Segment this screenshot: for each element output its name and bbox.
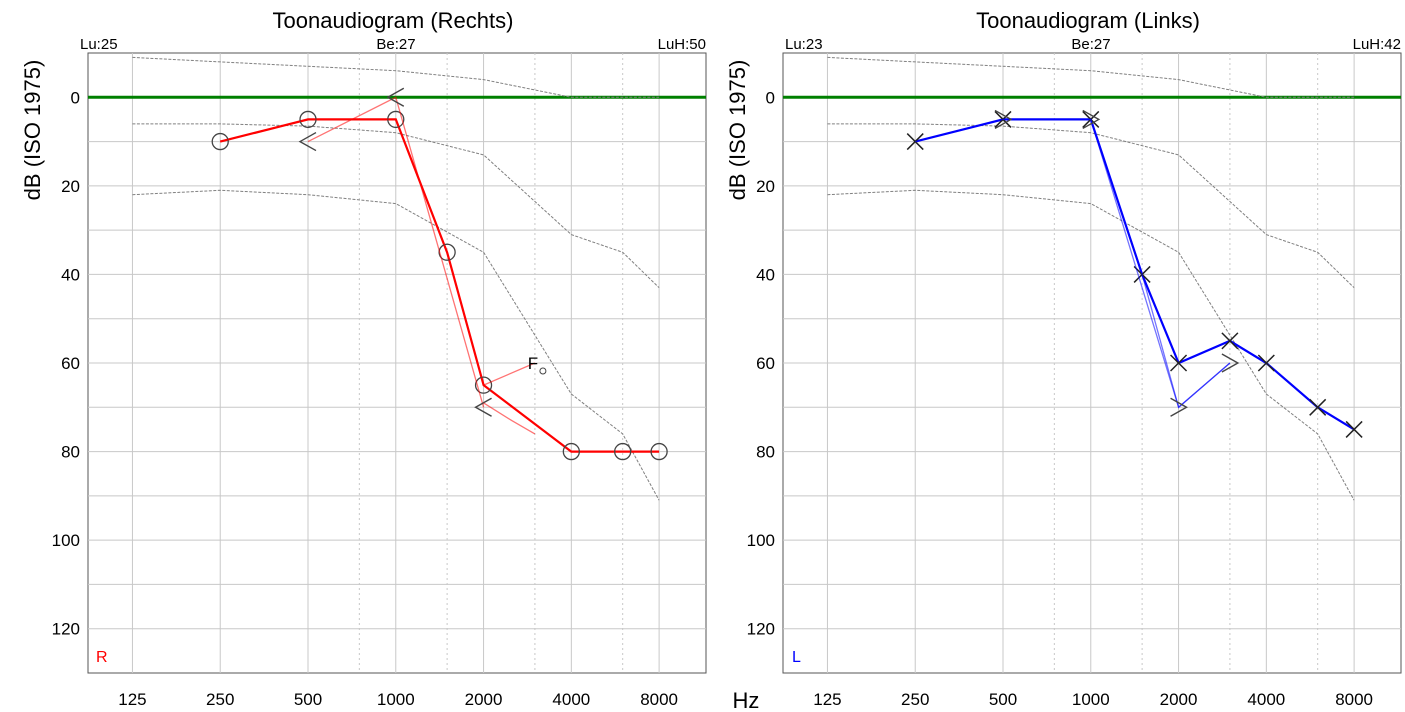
ear-label: L <box>792 649 801 666</box>
audiogram-right-panel: Toonaudiogram (Rechts) Lu:25 Be:27 LuH:5… <box>20 8 707 709</box>
data-point-circle <box>474 376 493 394</box>
corner-right-label: LuH:42 <box>1353 36 1401 53</box>
y-tick-label: 100 <box>747 531 775 550</box>
y-tick-label: 60 <box>61 354 80 373</box>
y-tick-label: 120 <box>52 620 80 639</box>
data-point-bone-bracket <box>298 131 317 152</box>
reference-lines <box>783 56 1401 501</box>
x-axis-unit-label: Hz <box>733 688 760 712</box>
data-point-cross <box>1345 420 1363 438</box>
data-point-circle <box>562 442 580 461</box>
y-tick-label: 0 <box>766 88 775 107</box>
data-point-bone-bracket <box>1221 353 1240 373</box>
series-line <box>220 118 485 386</box>
y-tick-label: 20 <box>756 177 775 196</box>
x-tick-label: 500 <box>989 690 1017 709</box>
x-tick-label: 250 <box>901 690 929 709</box>
ear-label: R <box>96 649 108 666</box>
data-point-bone-bracket <box>994 109 1013 130</box>
y-tick-label: 60 <box>756 354 775 373</box>
x-tick-label: 2000 <box>465 690 503 709</box>
data-point-bone-bracket <box>1082 109 1101 130</box>
data-point-bone-bracket <box>386 87 405 107</box>
chart-title: Toonaudiogram (Rechts) <box>273 8 514 33</box>
chart-title: Toonaudiogram (Links) <box>976 8 1200 33</box>
y-tick-labels: 0 20 40 60 80 100 120 <box>747 88 775 638</box>
reference-curve <box>827 189 1355 501</box>
data-point-bone-bracket <box>1170 397 1188 417</box>
y-tick-labels: 0 20 40 60 80 100 120 <box>52 88 80 638</box>
series-line <box>483 362 536 386</box>
marker-label: F <box>528 354 538 373</box>
data-point-circle <box>614 442 632 461</box>
x-tick-label: 2000 <box>1160 690 1198 709</box>
data-point-cross <box>1309 398 1327 416</box>
reference-curve <box>132 123 660 289</box>
y-tick-label: 0 <box>71 88 80 107</box>
data-point-bone-bracket <box>474 397 492 417</box>
corner-mid-label: Be:27 <box>376 36 415 53</box>
corner-left-label: Lu:23 <box>785 36 823 53</box>
reference-curve <box>827 123 1355 289</box>
y-axis-label: dB (ISO 1975) <box>20 60 45 201</box>
y-tick-label: 100 <box>52 531 80 550</box>
data-point-cross <box>1221 332 1239 350</box>
reference-curve <box>132 56 660 98</box>
series-line <box>483 402 536 435</box>
series-line <box>307 96 485 408</box>
data-point-cross <box>1257 354 1275 372</box>
grid-lines <box>783 53 1401 673</box>
corner-right-label: LuH:50 <box>658 36 706 53</box>
x-tick-label: 1000 <box>377 690 415 709</box>
y-tick-label: 40 <box>61 265 80 284</box>
x-tick-label: 125 <box>118 690 146 709</box>
x-tick-label: 500 <box>294 690 322 709</box>
x-tick-label: 8000 <box>640 690 678 709</box>
series-group <box>906 109 1363 438</box>
reference-curve <box>827 56 1355 98</box>
reference-lines <box>88 56 706 501</box>
y-tick-label: 80 <box>61 443 80 462</box>
x-tick-label: 4000 <box>1247 690 1285 709</box>
y-tick-label: 40 <box>756 265 775 284</box>
y-tick-label: 80 <box>756 443 775 462</box>
series-group: F <box>211 87 668 461</box>
reference-curve <box>132 189 660 501</box>
corner-mid-label: Be:27 <box>1071 36 1110 53</box>
y-axis-label: dB (ISO 1975) <box>725 60 750 201</box>
x-tick-labels: 125 250 500 1000 2000 4000 8000 <box>118 690 678 709</box>
x-tick-label: 8000 <box>1335 690 1373 709</box>
x-tick-label: 250 <box>206 690 234 709</box>
x-tick-labels: 125 250 500 1000 2000 4000 8000 <box>813 690 1373 709</box>
y-tick-label: 20 <box>61 177 80 196</box>
marker-label-dot <box>539 367 547 375</box>
corner-left-label: Lu:25 <box>80 36 118 53</box>
data-point-circle <box>650 442 668 461</box>
data-point-circle <box>211 132 229 151</box>
x-tick-label: 4000 <box>552 690 590 709</box>
data-point-cross <box>1170 354 1188 372</box>
x-tick-label: 1000 <box>1072 690 1110 709</box>
audiogram-left-panel: Toonaudiogram (Links) Lu:23 Be:27 LuH:42… <box>725 8 1402 709</box>
y-tick-label: 120 <box>747 620 775 639</box>
series-line <box>1003 118 1231 409</box>
x-tick-label: 125 <box>813 690 841 709</box>
